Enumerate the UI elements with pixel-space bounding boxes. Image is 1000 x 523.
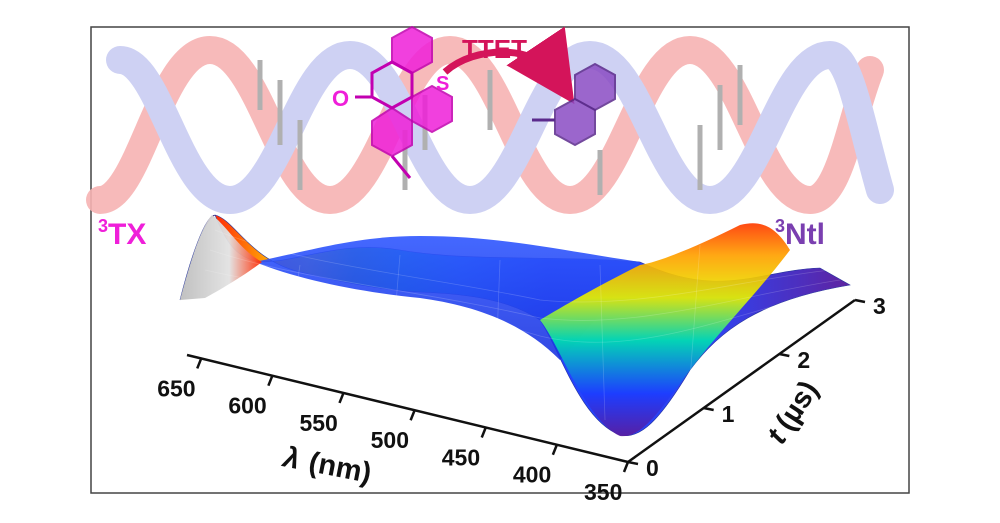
dna-base-pairs (257, 60, 743, 195)
sulfur-label: S (436, 73, 449, 95)
x-tick-mark (409, 409, 416, 421)
x-tick-label: 650 (157, 375, 195, 401)
ttet-arrow (442, 26, 575, 105)
y-tick-mark (703, 406, 714, 412)
x-tick-mark (267, 375, 274, 387)
acceptor-label-superscript: 3 (775, 216, 785, 236)
x-tick-marks (196, 357, 630, 473)
dna-helix (86, 35, 894, 215)
donor-label-superscript: 3 (98, 216, 108, 236)
y-tick-mark (854, 298, 866, 304)
naphthalene-structure (532, 62, 616, 147)
x-tick-label: 400 (513, 462, 551, 488)
donor-label: 3TX (98, 216, 146, 251)
acceptor-label: 3Ntl (775, 216, 825, 251)
y-tick-label: 0 (646, 455, 659, 481)
tx-peak (180, 215, 262, 300)
axes (186, 298, 866, 473)
x-tick-mark (551, 444, 559, 456)
x-tick-label: 500 (371, 427, 409, 453)
x-tick-mark (196, 357, 203, 369)
donor-label-text: TX (108, 218, 146, 251)
x-axis-line (186, 353, 629, 464)
surface-plateau (255, 236, 640, 360)
x-axis-symbol: λ (279, 441, 303, 476)
ntl-ridge (540, 223, 790, 437)
x-tick-label: 550 (299, 410, 337, 436)
dna-strand-blue (106, 40, 894, 215)
y-tick-label: 2 (797, 347, 810, 373)
x-tick-label: 450 (442, 444, 480, 470)
y-tick-mark (779, 352, 790, 358)
x-tick-mark (338, 392, 345, 404)
spectral-surface (179, 214, 851, 437)
y-tick-labels: 0 1 2 3 (646, 293, 886, 481)
y-tick-label: 1 (722, 401, 735, 427)
y-axis-line (627, 298, 856, 464)
y-tick-mark (627, 460, 639, 466)
x-tick-mark (622, 461, 630, 473)
y-tick-label: 3 (873, 293, 886, 319)
x-tick-label: 600 (228, 393, 266, 419)
carbonyl-label: O (332, 86, 349, 111)
ttet-label: TTET (462, 34, 527, 64)
x-tick-label: 350 (584, 479, 622, 505)
acceptor-label-text: Ntl (785, 218, 825, 251)
thioxanthone-structure (355, 25, 453, 179)
x-tick-labels: 650 600 550 500 450 400 350 (157, 375, 622, 505)
surface-mesh (204, 229, 846, 421)
x-tick-mark (480, 427, 487, 438)
y-tick-marks (627, 298, 866, 466)
dna-strand-red (86, 35, 884, 215)
